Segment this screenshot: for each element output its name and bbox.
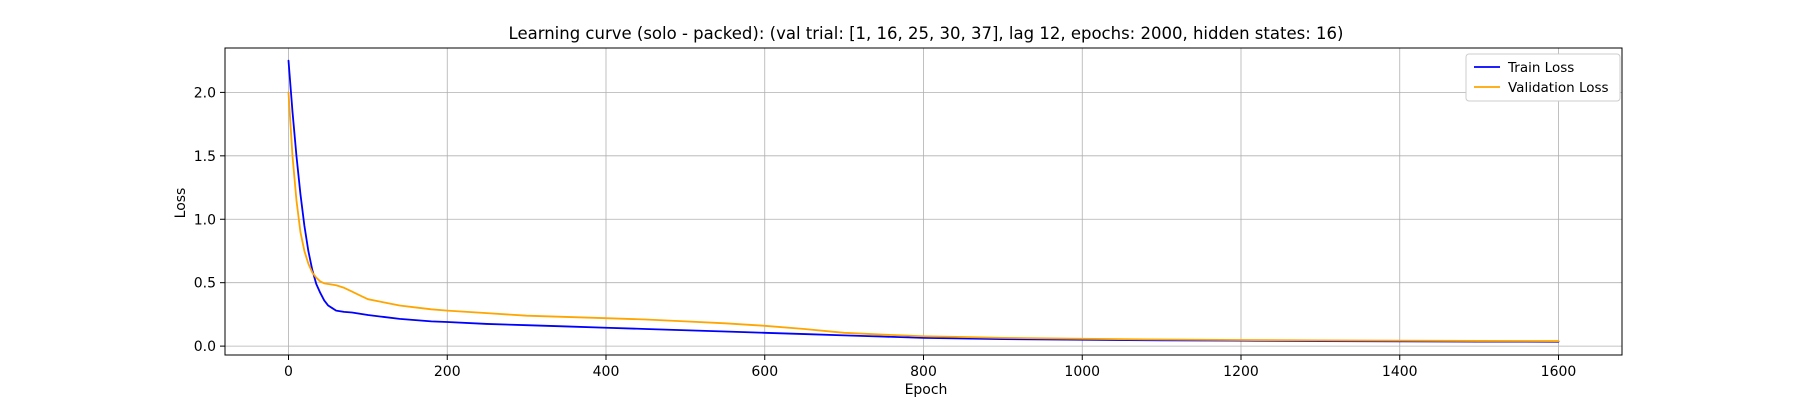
y-tick-label: 1.0 — [194, 212, 216, 228]
x-tick-label: 1000 — [1064, 364, 1100, 380]
x-tick-label: 400 — [593, 364, 620, 380]
y-tick-label: 0.5 — [194, 276, 216, 292]
x-axis-label: Epoch — [905, 382, 948, 398]
chart-title: Learning curve (solo - packed): (val tri… — [509, 24, 1344, 43]
x-tick-label: 0 — [284, 364, 293, 380]
x-tick-label: 800 — [910, 364, 937, 380]
x-tick-label: 1200 — [1223, 364, 1259, 380]
train-loss-line — [287, 59, 1560, 343]
series-lines — [287, 59, 1560, 343]
x-tick-label: 1600 — [1541, 364, 1577, 380]
x-tick-label: 200 — [434, 364, 461, 380]
legend-box — [1465, 53, 1621, 102]
y-tick-label: 2.0 — [194, 85, 216, 101]
legend: Train Loss Validation Loss — [1465, 53, 1621, 102]
legend-label-validation: Validation Loss — [1508, 80, 1609, 96]
y-tick-label: 0.0 — [194, 339, 216, 355]
x-tick-label: 600 — [751, 364, 778, 380]
y-axis-label: Loss — [173, 188, 189, 219]
y-tick-label: 1.5 — [194, 149, 216, 165]
x-tick-label: 1400 — [1382, 364, 1418, 380]
axis-ticks: 0 200 400 600 800 1000 1200 1400 1600 0.0 0.5 1.0 1.… — [194, 85, 1577, 380]
validation-loss-line — [287, 91, 1560, 342]
legend-label-train: Train Loss — [1507, 60, 1574, 76]
